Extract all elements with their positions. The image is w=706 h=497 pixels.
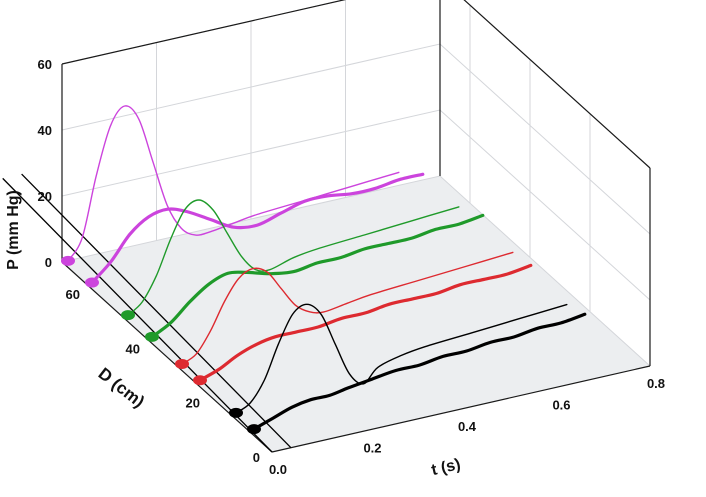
onset-guide-line: [2, 177, 273, 453]
pressure-curves: [61, 105, 587, 435]
pressure-curve: [235, 303, 568, 414]
pressure-curve: [127, 199, 460, 316]
onset-marker: [121, 310, 135, 321]
frame-edge: [61, 261, 273, 453]
onset-marker: [85, 277, 99, 288]
x-tick-label: 0.0: [269, 462, 287, 477]
y-tick-label: 20: [186, 396, 200, 411]
onset-marker: [193, 375, 207, 386]
x-tick-label: 0.2: [363, 441, 381, 456]
z-axis-title: P (mm Hg): [5, 190, 22, 270]
z-tick-label: 60: [38, 57, 52, 72]
pressure-curve: [181, 251, 514, 365]
onset-marker: [247, 424, 261, 435]
axes-frame: [61, 0, 651, 453]
frame-edge: [463, 0, 651, 169]
onset-marker: [61, 255, 75, 266]
x-axis-title: t (s): [430, 456, 462, 479]
onset-guides: [2, 173, 292, 453]
frame-edge: [61, 0, 347, 65]
pressure-curve: [90, 172, 425, 285]
frame-edge: [271, 365, 651, 453]
y-tick-label: 40: [126, 341, 140, 356]
x-tick-label: 0.4: [458, 419, 477, 434]
x-tick-label: 0.8: [647, 376, 665, 391]
pressure-curve: [67, 105, 400, 262]
onset-marker: [145, 331, 159, 342]
pressure-curve: [252, 312, 587, 431]
pressure-curve: [150, 213, 485, 339]
x-tick-label: 0.6: [552, 398, 570, 413]
pressure-curve: [198, 263, 533, 382]
y-tick-label: 60: [66, 287, 80, 302]
onset-marker: [229, 407, 243, 418]
z-tick-label: 40: [38, 123, 52, 138]
y-axis-title: D (cm): [95, 364, 148, 412]
z-tick-label: 20: [38, 189, 52, 204]
onset-marker: [175, 358, 189, 369]
onset-guide-line: [21, 173, 292, 449]
y-tick-label: 0: [253, 450, 260, 465]
z-tick-label: 0: [45, 255, 52, 270]
tick-labels: 60 40 20 0 60 40 20 0 0.0 0.2 0.4 0.6 0.8: [38, 57, 666, 477]
